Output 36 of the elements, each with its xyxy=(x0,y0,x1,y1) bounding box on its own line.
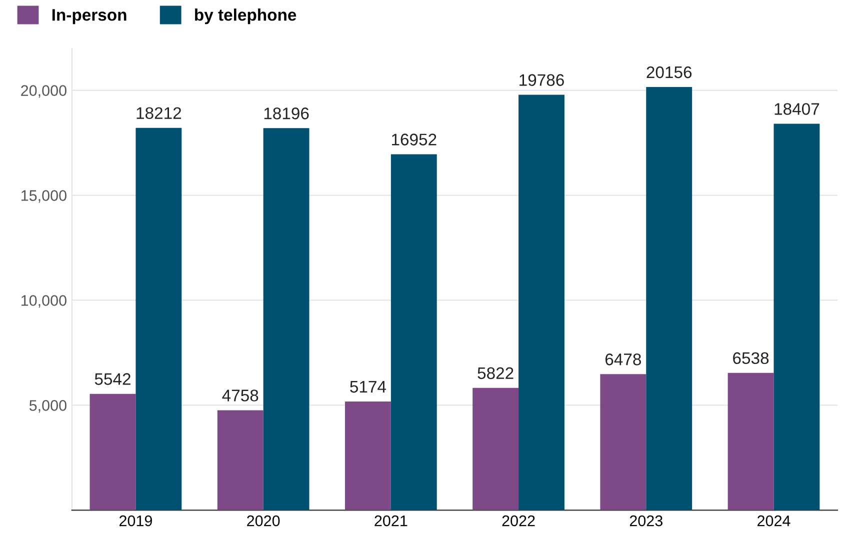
data-label: 5822 xyxy=(478,367,514,380)
x-tick-label: 2021 xyxy=(374,515,408,526)
data-label: 6538 xyxy=(733,352,769,364)
data-label: 5542 xyxy=(94,373,130,385)
data-label: 6478 xyxy=(605,354,641,366)
bar xyxy=(344,402,391,510)
y-tick-label: 5,000 xyxy=(29,400,66,413)
bar xyxy=(90,394,136,510)
x-tick-label: 2022 xyxy=(502,515,535,526)
data-label: 5174 xyxy=(350,381,386,393)
bar xyxy=(774,124,820,510)
bar xyxy=(136,128,182,510)
data-label: 16952 xyxy=(392,134,436,146)
data-label: 19786 xyxy=(520,74,564,86)
data-label: 18407 xyxy=(774,103,820,115)
bar xyxy=(728,372,774,510)
legend-label: In-person xyxy=(52,9,126,24)
data-label: 20156 xyxy=(646,66,692,78)
y-tick-label: 20,000 xyxy=(21,85,66,98)
y-tick-label: 15,000 xyxy=(21,190,66,203)
legend-label: by telephone xyxy=(195,8,296,24)
data-label: 4758 xyxy=(222,390,258,402)
x-tick-label: 2024 xyxy=(758,515,790,526)
x-tick-label: 2019 xyxy=(119,515,152,526)
x-tick-label: 2023 xyxy=(630,515,662,526)
data-label: 18212 xyxy=(136,107,182,119)
bar xyxy=(472,388,519,510)
bar xyxy=(263,128,310,510)
y-tick-label: 10,000 xyxy=(21,295,66,308)
x-tick-label: 2020 xyxy=(247,515,280,526)
bar xyxy=(518,94,564,510)
bar xyxy=(390,154,437,510)
bar xyxy=(600,374,646,510)
data-label: 18196 xyxy=(264,108,309,120)
bar xyxy=(646,87,692,510)
bar xyxy=(217,410,264,510)
